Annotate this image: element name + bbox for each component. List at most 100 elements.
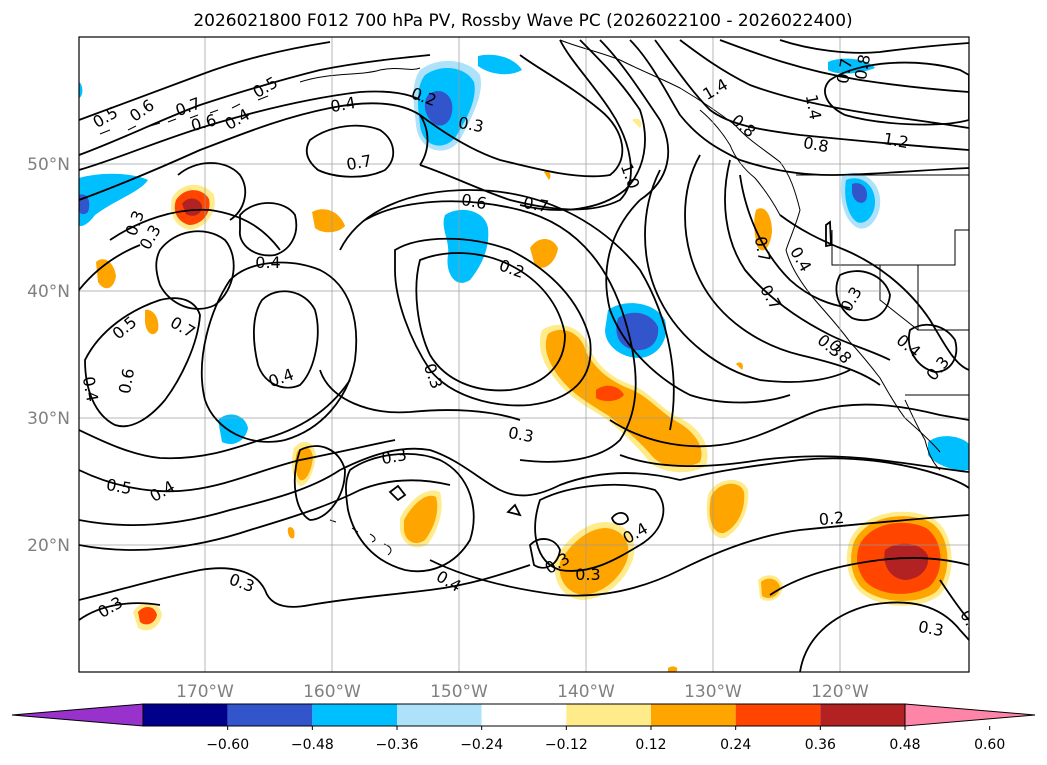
colorbar-tick-label: 0.24 xyxy=(720,737,751,753)
contour-line xyxy=(84,297,201,428)
contour-line xyxy=(609,403,969,448)
shade-positive xyxy=(596,385,624,402)
contour-line xyxy=(253,290,319,389)
colorbar-extend-high xyxy=(904,703,1036,727)
contour-line xyxy=(79,564,531,608)
contour-line xyxy=(429,514,969,597)
shade-negative xyxy=(79,82,83,98)
contour-label: 0.7 xyxy=(751,235,774,263)
contour-label: 0.3 xyxy=(575,565,600,584)
contour-label: 0.4 xyxy=(255,253,280,272)
contour-line xyxy=(769,557,969,596)
lat-label: 20°N xyxy=(27,536,70,556)
lon-label: 130°W xyxy=(684,682,742,702)
contour-line xyxy=(824,61,969,126)
contour-label: 0.8 xyxy=(851,53,874,81)
colorbar-tick-label: −0.48 xyxy=(291,737,334,753)
colorbar-segment xyxy=(312,704,397,726)
map-title: 2026021800 F012 700 hPa PV, Rossby Wave … xyxy=(193,11,852,31)
contour-line xyxy=(619,454,969,473)
colorbar-extend-low xyxy=(11,703,144,727)
colorbar-segment xyxy=(651,704,736,726)
shade-positive xyxy=(287,527,295,539)
shade-negative xyxy=(424,91,453,126)
contour-line xyxy=(506,503,522,517)
contour-label: 0.4 xyxy=(329,93,357,116)
contour-label: 0.4 xyxy=(79,375,102,403)
lat-label: 30°N xyxy=(27,409,70,429)
map-area: 0.5 0.6 0.7 0.6 0.4 0.5 0.2 0.4 0.3 0.7 … xyxy=(79,37,969,672)
colorbar-tick-label: −0.36 xyxy=(376,737,419,753)
contour-line xyxy=(239,202,298,257)
contour-line xyxy=(79,439,396,493)
shade-positive xyxy=(312,209,345,233)
contour-label: 0.6 xyxy=(460,190,488,213)
contour-line xyxy=(79,602,161,621)
contour-line xyxy=(79,244,141,291)
contour-line xyxy=(654,39,969,151)
contour-line xyxy=(79,447,681,527)
shade-positive xyxy=(668,666,678,672)
shade-positive xyxy=(632,118,642,128)
contour-line xyxy=(419,54,624,178)
baja-california xyxy=(904,399,941,471)
colorbar-segment xyxy=(227,704,313,726)
lon-label: 150°W xyxy=(430,682,488,702)
contour-line xyxy=(293,445,346,521)
colorbar-segment xyxy=(735,704,821,726)
shaded-anomalies xyxy=(79,54,969,672)
contour-line xyxy=(779,39,969,54)
latitude-labels: 50°N 40°N 30°N 20°N xyxy=(27,155,70,556)
gridlines xyxy=(79,37,969,672)
colorbar-tick-label: 0.12 xyxy=(635,737,666,753)
contour-line xyxy=(739,174,851,309)
contour-line xyxy=(605,199,791,404)
shade-positive xyxy=(761,578,780,598)
contour-line xyxy=(779,214,969,371)
lon-label: 170°W xyxy=(176,682,234,702)
shade-positive xyxy=(295,447,313,481)
contour-line xyxy=(305,124,394,178)
lon-label: 140°W xyxy=(557,682,615,702)
colorbar-tick-label: 0.48 xyxy=(889,737,920,753)
contour-line xyxy=(629,39,969,176)
contour-line xyxy=(200,261,358,443)
shade-negative xyxy=(478,54,522,75)
coastline-aleutians xyxy=(99,95,269,135)
contour-line xyxy=(319,369,521,421)
contour-line xyxy=(529,538,561,569)
contour-label: 0.3 xyxy=(917,617,945,640)
shade-positive xyxy=(709,483,745,534)
colorbar-segment xyxy=(143,704,228,726)
colorbar-tick-label: −0.24 xyxy=(460,737,503,753)
colorbar-segment xyxy=(820,704,905,726)
contour-line xyxy=(79,54,431,156)
colorbar-tick-label: −0.12 xyxy=(545,737,588,753)
shade-negative xyxy=(928,436,969,471)
colorbar-frame xyxy=(142,703,906,727)
contour-label: 0.8 xyxy=(802,133,830,156)
contour-label: 0.2 xyxy=(818,508,845,529)
contour-line xyxy=(534,483,665,572)
lon-label: 120°W xyxy=(811,682,869,702)
contour-line xyxy=(394,237,592,407)
contour-line xyxy=(79,102,429,201)
contour-line xyxy=(79,379,351,460)
colorbar-tick-label: 0.36 xyxy=(805,737,836,753)
contour-label: 0.3 xyxy=(457,113,485,136)
contour-label: 0.7 xyxy=(833,57,856,85)
colorbar-tick-label: −0.60 xyxy=(206,737,249,753)
contour-line xyxy=(79,90,421,171)
shade-positive xyxy=(545,329,702,467)
contour-line xyxy=(155,230,235,310)
contour-line xyxy=(684,154,881,386)
shade-positive xyxy=(145,309,159,335)
contour-line xyxy=(79,41,331,121)
shade-negative xyxy=(79,173,148,227)
shade-positive xyxy=(530,239,558,268)
contour-line xyxy=(719,39,969,93)
map-frame xyxy=(78,36,970,673)
shade-positive xyxy=(96,259,116,289)
contour-line xyxy=(364,200,637,463)
